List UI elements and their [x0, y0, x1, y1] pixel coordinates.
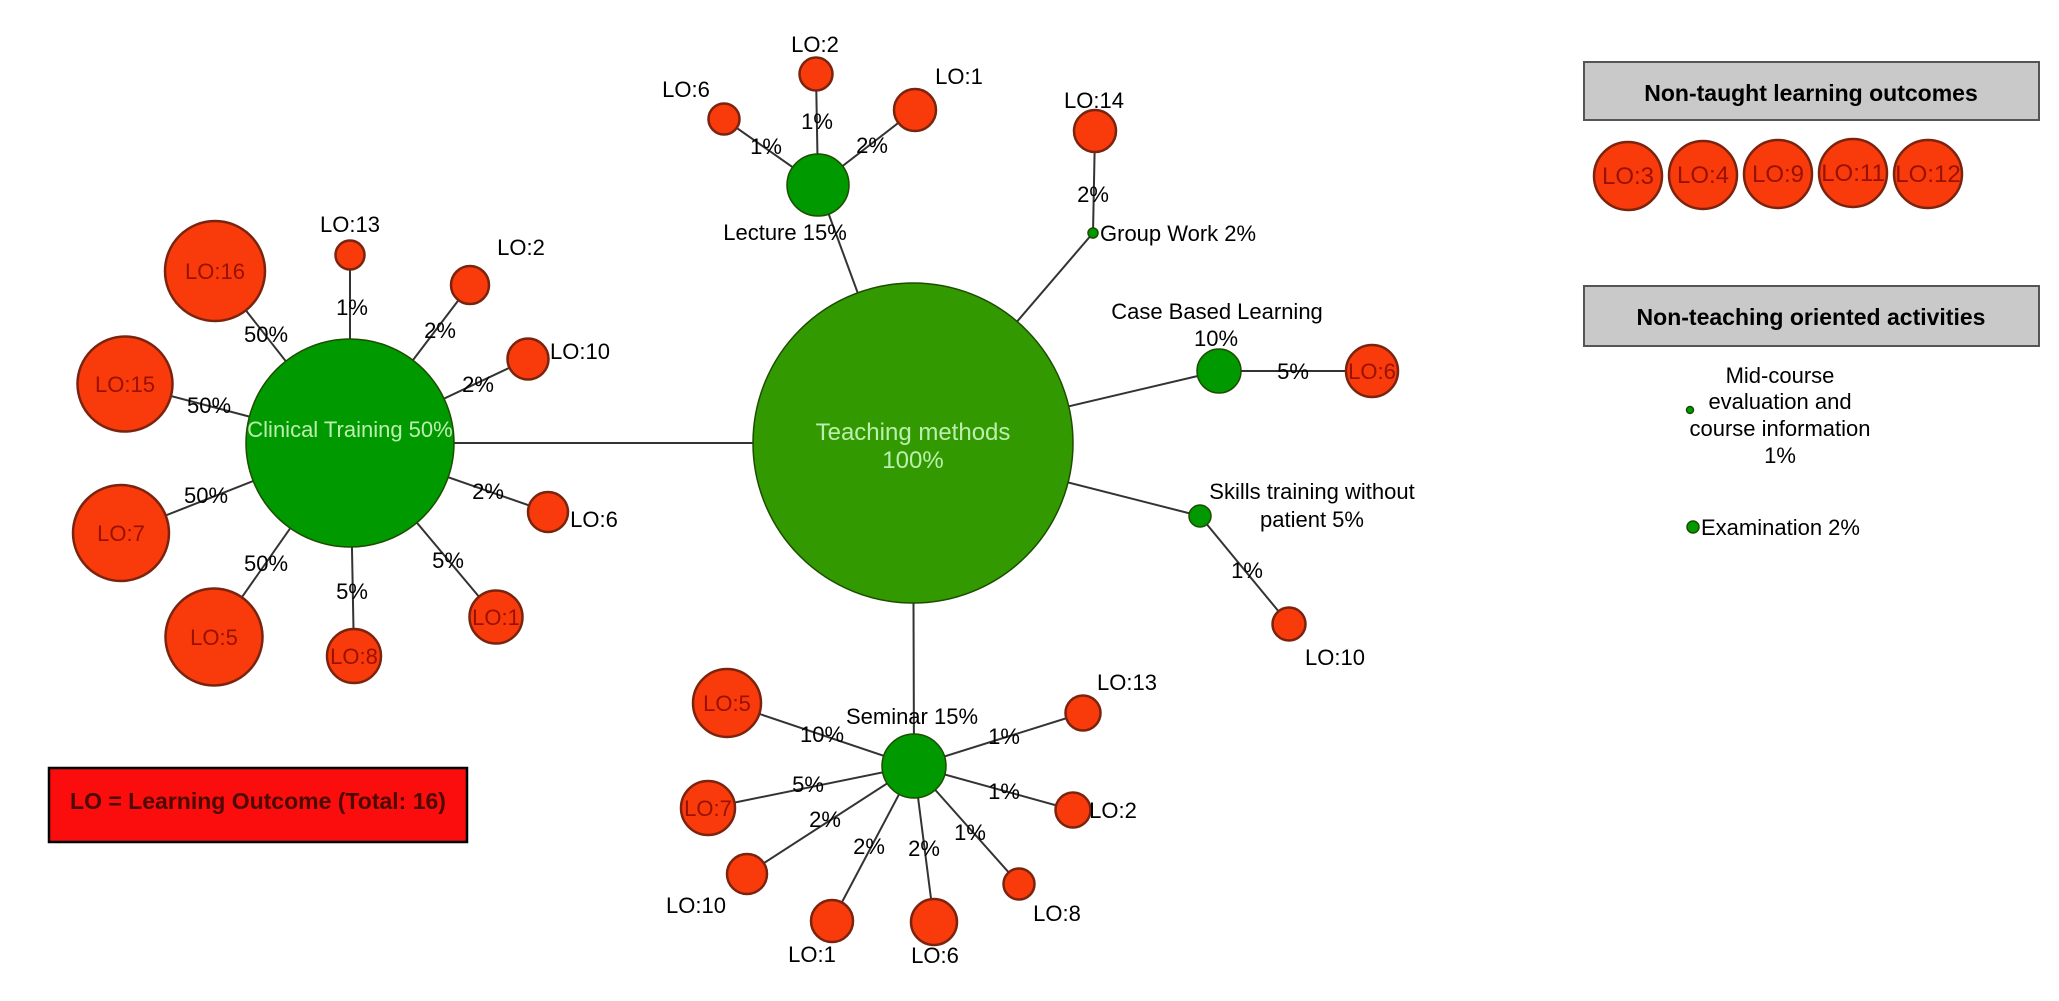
- svg-text:course information: course information: [1690, 416, 1871, 441]
- svg-text:10%: 10%: [800, 722, 844, 747]
- svg-text:Examination 2%: Examination 2%: [1701, 515, 1860, 540]
- svg-text:50%: 50%: [244, 322, 288, 347]
- svg-text:5%: 5%: [336, 579, 368, 604]
- svg-text:LO:14: LO:14: [1064, 88, 1124, 113]
- svg-text:evaluation and: evaluation and: [1708, 389, 1851, 414]
- svg-text:LO:13: LO:13: [320, 212, 380, 237]
- svg-text:LO:2: LO:2: [1089, 798, 1137, 823]
- svg-text:Mid-course: Mid-course: [1726, 363, 1835, 388]
- svg-text:1%: 1%: [954, 820, 986, 845]
- svg-text:2%: 2%: [809, 807, 841, 832]
- svg-text:Group Work 2%: Group Work 2%: [1100, 221, 1256, 246]
- svg-text:LO:1: LO:1: [788, 942, 836, 967]
- svg-text:LO:16: LO:16: [185, 259, 245, 284]
- svg-text:1%: 1%: [1231, 558, 1263, 583]
- svg-text:LO:11: LO:11: [1821, 160, 1885, 187]
- svg-text:LO:5: LO:5: [190, 625, 238, 650]
- svg-text:1%: 1%: [801, 109, 833, 134]
- svg-text:LO:6: LO:6: [662, 77, 710, 102]
- svg-text:LO:8: LO:8: [1033, 901, 1081, 926]
- svg-text:5%: 5%: [1277, 359, 1309, 384]
- svg-text:2%: 2%: [853, 834, 885, 859]
- svg-text:LO:7: LO:7: [684, 796, 732, 821]
- svg-text:LO:1: LO:1: [472, 605, 520, 630]
- svg-text:2%: 2%: [472, 479, 504, 504]
- svg-text:1%: 1%: [988, 779, 1020, 804]
- svg-text:LO:15: LO:15: [95, 372, 155, 397]
- svg-text:Seminar 15%: Seminar 15%: [846, 704, 978, 729]
- svg-text:LO:12: LO:12: [1895, 161, 1960, 188]
- svg-text:LO:10: LO:10: [550, 339, 610, 364]
- svg-text:LO:10: LO:10: [666, 893, 726, 918]
- svg-text:Lecture 15%: Lecture 15%: [723, 220, 847, 245]
- svg-text:LO:9: LO:9: [1752, 161, 1804, 188]
- svg-text:Non-taught learning outcomes: Non-taught learning outcomes: [1644, 80, 1978, 106]
- svg-text:2%: 2%: [1077, 182, 1109, 207]
- svg-text:2%: 2%: [424, 318, 456, 343]
- svg-text:1%: 1%: [988, 724, 1020, 749]
- svg-text:Clinical Training 50%: Clinical Training 50%: [247, 417, 452, 442]
- svg-text:5%: 5%: [792, 772, 824, 797]
- svg-text:LO:2: LO:2: [791, 32, 839, 57]
- svg-text:LO:6: LO:6: [570, 507, 618, 532]
- svg-text:2%: 2%: [856, 133, 888, 158]
- svg-text:LO:8: LO:8: [330, 644, 378, 669]
- svg-text:LO:3: LO:3: [1602, 163, 1654, 190]
- svg-text:Case Based Learning: Case Based Learning: [1111, 299, 1323, 324]
- svg-text:LO:7: LO:7: [97, 521, 145, 546]
- svg-text:Non-teaching oriented activiti: Non-teaching oriented activities: [1637, 304, 1986, 330]
- svg-text:50%: 50%: [184, 483, 228, 508]
- svg-text:5%: 5%: [432, 548, 464, 573]
- svg-text:patient 5%: patient 5%: [1260, 507, 1364, 532]
- svg-text:Teaching methods: Teaching methods: [816, 419, 1011, 446]
- svg-text:LO:10: LO:10: [1305, 645, 1365, 670]
- svg-text:LO:5: LO:5: [703, 691, 751, 716]
- svg-text:LO:13: LO:13: [1097, 670, 1157, 695]
- svg-text:LO:1: LO:1: [935, 64, 983, 89]
- svg-text:2%: 2%: [908, 836, 940, 861]
- svg-text:1%: 1%: [750, 134, 782, 159]
- svg-text:LO:2: LO:2: [497, 235, 545, 260]
- svg-text:LO:4: LO:4: [1677, 162, 1729, 189]
- svg-text:10%: 10%: [1194, 326, 1238, 351]
- svg-text:100%: 100%: [882, 447, 943, 474]
- svg-text:1%: 1%: [1764, 443, 1796, 468]
- svg-text:LO:6: LO:6: [1348, 359, 1396, 384]
- svg-text:50%: 50%: [244, 551, 288, 576]
- svg-text:1%: 1%: [336, 295, 368, 320]
- svg-text:50%: 50%: [187, 393, 231, 418]
- svg-text:LO:6: LO:6: [911, 943, 959, 968]
- svg-text:Skills training without: Skills training without: [1209, 479, 1414, 504]
- svg-text:LO = Learning Outcome (Total:: LO = Learning Outcome (Total: 16): [70, 788, 446, 814]
- svg-text:2%: 2%: [462, 372, 494, 397]
